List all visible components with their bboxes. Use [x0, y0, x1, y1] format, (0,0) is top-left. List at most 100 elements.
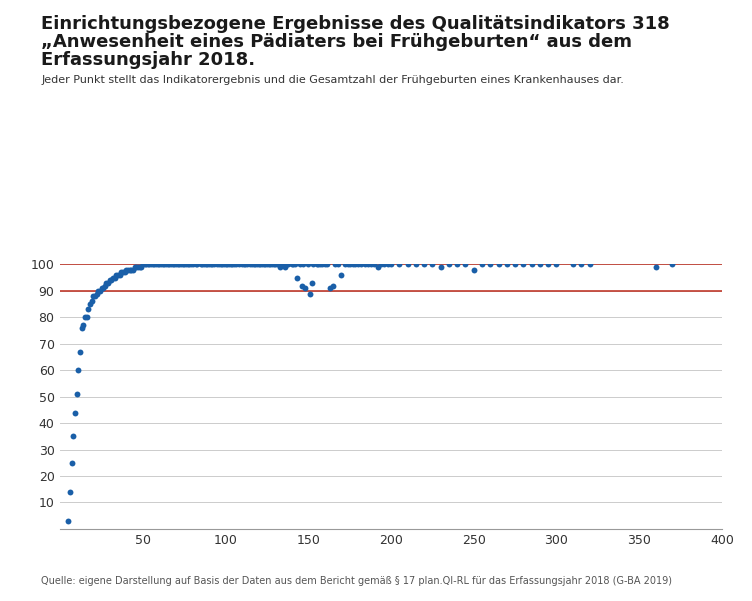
Point: [264, 260, 276, 269]
Point: [484, 260, 496, 269]
Point: [335, 270, 347, 280]
Point: [233, 260, 245, 269]
Point: [261, 260, 273, 269]
Point: [115, 267, 127, 277]
Point: [291, 273, 303, 282]
Point: [130, 262, 142, 272]
Point: [418, 260, 430, 269]
Point: [362, 260, 374, 269]
Point: [509, 260, 521, 269]
Point: [289, 260, 301, 269]
Point: [371, 262, 384, 272]
Point: [271, 260, 283, 269]
Point: [476, 260, 488, 269]
Text: Jeder Punkt stellt das Indikatorergebnis und die Gesamtzahl der Frühgeburten ein: Jeder Punkt stellt das Indikatorergebnis…: [41, 75, 624, 85]
Point: [104, 275, 116, 285]
Point: [269, 260, 281, 269]
Point: [223, 260, 235, 269]
Point: [517, 260, 529, 269]
Point: [349, 260, 361, 269]
Point: [410, 260, 422, 269]
Point: [316, 260, 328, 269]
Point: [311, 260, 323, 269]
Point: [254, 260, 266, 269]
Point: [332, 260, 344, 269]
Point: [272, 260, 284, 269]
Point: [359, 260, 371, 269]
Point: [129, 262, 141, 272]
Point: [338, 260, 350, 269]
Point: [211, 260, 223, 269]
Point: [225, 260, 237, 269]
Point: [165, 260, 177, 269]
Point: [320, 260, 332, 269]
Point: [279, 262, 291, 272]
Point: [426, 260, 438, 269]
Point: [77, 320, 89, 330]
Text: „Anwesenheit eines Pädiaters bei Frühgeburten“ aus dem: „Anwesenheit eines Pädiaters bei Frühgeb…: [41, 33, 632, 51]
Point: [287, 260, 299, 269]
Point: [65, 458, 77, 468]
Point: [202, 260, 214, 269]
Point: [163, 260, 175, 269]
Point: [120, 265, 132, 275]
Point: [86, 297, 98, 307]
Point: [196, 260, 208, 269]
Point: [217, 260, 229, 269]
Point: [119, 267, 131, 277]
Point: [105, 275, 117, 285]
Point: [167, 260, 179, 269]
Point: [526, 260, 538, 269]
Point: [208, 260, 220, 269]
Point: [122, 265, 134, 275]
Point: [344, 260, 356, 269]
Point: [342, 260, 354, 269]
Point: [226, 260, 238, 269]
Point: [268, 260, 280, 269]
Point: [258, 260, 270, 269]
Point: [575, 260, 587, 269]
Point: [159, 260, 171, 269]
Point: [296, 281, 308, 290]
Point: [170, 260, 182, 269]
Point: [393, 260, 405, 269]
Point: [459, 260, 472, 269]
Point: [229, 260, 241, 269]
Point: [259, 260, 271, 269]
Point: [534, 260, 546, 269]
Point: [200, 260, 212, 269]
Point: [368, 260, 381, 269]
Point: [385, 260, 397, 269]
Point: [214, 260, 226, 269]
Point: [324, 284, 336, 293]
Point: [190, 260, 202, 269]
Point: [294, 260, 306, 269]
Point: [185, 260, 197, 269]
Point: [92, 286, 105, 296]
Point: [206, 260, 218, 269]
Point: [451, 260, 463, 269]
Point: [239, 260, 251, 269]
Point: [266, 260, 278, 269]
Point: [144, 260, 156, 269]
Point: [195, 260, 207, 269]
Point: [152, 260, 164, 269]
Point: [251, 260, 263, 269]
Point: [173, 260, 185, 269]
Point: [94, 286, 106, 296]
Point: [180, 260, 192, 269]
Point: [241, 260, 253, 269]
Point: [250, 260, 262, 269]
Text: Einrichtungsbezogene Ergebnisse des Qualitätsindikators 318: Einrichtungsbezogene Ergebnisse des Qual…: [41, 15, 670, 33]
Point: [64, 487, 76, 496]
Point: [280, 260, 293, 269]
Point: [84, 299, 96, 309]
Point: [567, 260, 579, 269]
Point: [97, 284, 109, 293]
Point: [156, 260, 168, 269]
Point: [68, 432, 80, 441]
Point: [493, 260, 505, 269]
Point: [111, 270, 123, 280]
Point: [90, 288, 102, 298]
Point: [135, 262, 147, 272]
